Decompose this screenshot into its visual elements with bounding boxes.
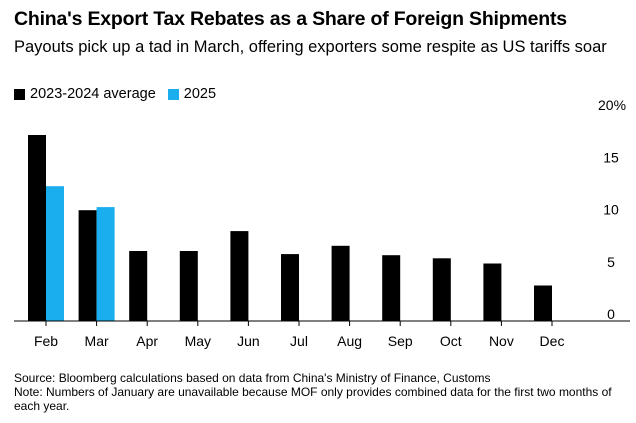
legend: 2023-2024 average 2025: [14, 86, 228, 102]
x-tick-label-mar: Mar: [85, 333, 109, 349]
x-tick-label-jun: Jun: [237, 333, 260, 349]
legend-label-avg: 2023-2024 average: [30, 86, 156, 102]
legend-label-2025: 2025: [183, 86, 217, 102]
bar-avg-nov: [483, 263, 502, 321]
y-tick-labels: 0 5 10 15 20%: [598, 97, 626, 322]
y-tick-label-5: 5: [607, 254, 615, 270]
bar-2025-feb: [46, 186, 64, 321]
bar-avg-mar: [78, 210, 97, 321]
bar-avg-jul: [281, 254, 299, 321]
x-tick-label-apr: Apr: [136, 333, 158, 349]
y-tick-label-15: 15: [603, 149, 619, 165]
legend-swatch-avg: [14, 88, 25, 100]
x-tick-label-sep: Sep: [388, 333, 413, 349]
bar-avg-jun: [230, 231, 249, 321]
x-tick-labels: Feb Mar Apr May Jun Jul Aug Sep Oct Nov Dec: [34, 321, 565, 349]
bar-2025-mar: [96, 207, 115, 321]
legend-item-avg: 2023-2024 average: [14, 86, 156, 102]
bars-group: [28, 135, 552, 321]
x-tick-label-oct: Oct: [440, 333, 462, 349]
chart-title: China's Export Tax Rebates as a Share of…: [14, 8, 567, 30]
x-tick-label-aug: Aug: [337, 333, 362, 349]
bar-avg-dec: [534, 285, 552, 321]
x-tick-label-dec: Dec: [540, 333, 565, 349]
footnote: Source: Bloomberg calculations based on …: [14, 371, 624, 413]
bar-avg-apr: [129, 251, 148, 321]
legend-swatch-2025: [167, 88, 179, 100]
x-tick-label-may: May: [185, 333, 211, 349]
chart-subtitle: Payouts pick up a tad in March, offering…: [14, 38, 607, 56]
x-tick-label-nov: Nov: [489, 333, 514, 349]
y-tick-label-20: 20%: [598, 97, 626, 113]
bar-avg-may: [179, 251, 198, 321]
x-tick-label-feb: Feb: [34, 333, 58, 349]
y-tick-label-10: 10: [603, 202, 619, 218]
bar-avg-aug: [331, 245, 350, 321]
y-tick-label-0: 0: [607, 306, 615, 322]
methodology-note: Note: Numbers of January are unavailable…: [14, 385, 612, 413]
bar-avg-feb: [28, 135, 46, 321]
bar-chart: Feb Mar Apr May Jun Jul Aug Sep Oct Nov Dec 0 5 10 15…: [14, 97, 630, 349]
bar-avg-oct: [432, 258, 451, 321]
x-tick-label-jul: Jul: [290, 333, 308, 349]
legend-item-2025: 2025: [167, 86, 217, 102]
bar-avg-sep: [382, 255, 401, 321]
source-note: Source: Bloomberg calculations based on …: [14, 371, 491, 385]
